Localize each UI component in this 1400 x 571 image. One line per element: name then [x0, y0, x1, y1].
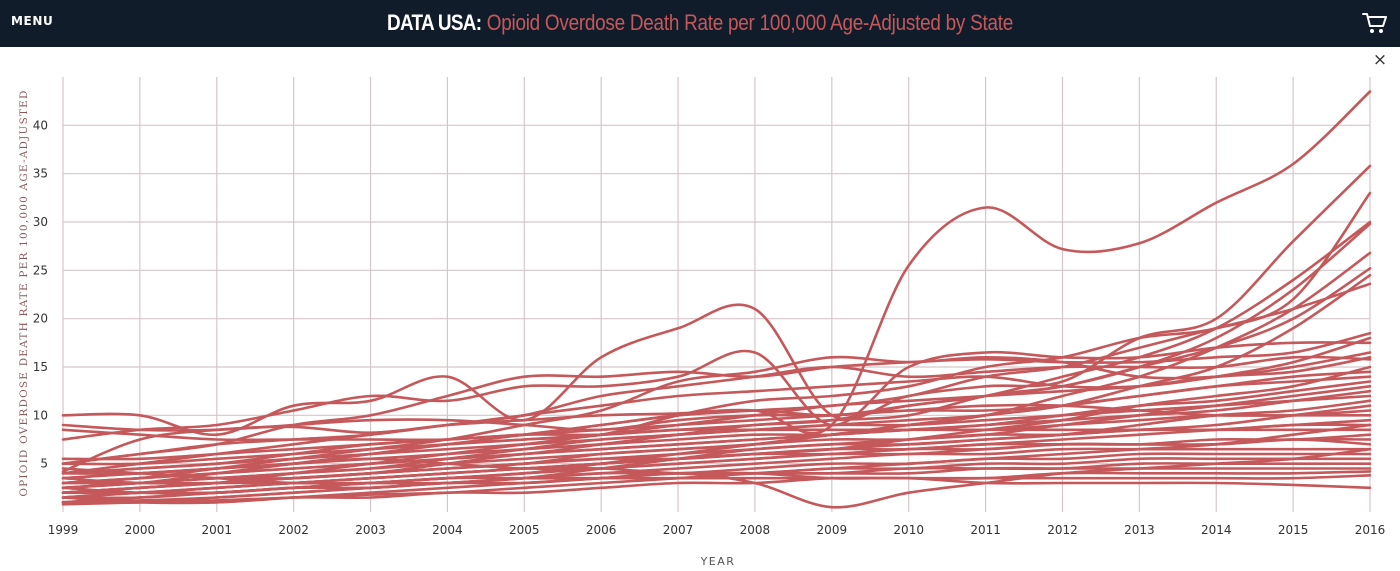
- brand-colon: :: [475, 10, 482, 35]
- x-tick-label: 2000: [125, 523, 156, 537]
- y-tick-label: 20: [33, 312, 48, 326]
- series-line-21[interactable]: [61, 389, 1372, 485]
- series-lines: [61, 90, 1372, 509]
- page-title: DATA USA: Opioid Overdose Death Rate per…: [98, 8, 1302, 38]
- series-line-26[interactable]: [61, 403, 1372, 461]
- x-tick-label: 2009: [817, 523, 848, 537]
- series-line-32[interactable]: [61, 438, 1372, 485]
- y-axis-label: OPIOID OVERDOSE DEATH RATE PER 100,000 A…: [18, 89, 30, 496]
- y-tick-label: 30: [33, 215, 48, 229]
- series-line-42[interactable]: [61, 423, 1372, 506]
- x-tick-label: 2014: [1201, 523, 1232, 537]
- x-tick-label: 2011: [970, 523, 1001, 537]
- x-tick-label: 2002: [278, 523, 309, 537]
- x-tick-label: 2001: [201, 523, 232, 537]
- close-button[interactable]: ×: [1372, 50, 1388, 70]
- x-tick-label: 2003: [355, 523, 386, 537]
- y-tick-label: 5: [40, 457, 48, 471]
- header-bar: MENU DATA USA: Opioid Overdose Death Rat…: [0, 0, 1400, 47]
- y-axis-ticks: 5 10 15 20 25 30 35 40: [33, 118, 48, 470]
- x-axis-ticks: 1999 2000 2001 2002 2003 2004 2005 2006 2007 2008…: [48, 523, 1386, 537]
- x-tick-label: 2015: [1278, 523, 1309, 537]
- series-line-10[interactable]: [61, 341, 1372, 441]
- y-tick-label: 25: [33, 263, 48, 277]
- y-tick-label: 10: [33, 408, 48, 422]
- series-line-2[interactable]: [61, 164, 1372, 437]
- y-tick-label: 40: [33, 118, 48, 132]
- series-line-39[interactable]: [61, 474, 1372, 495]
- x-tick-label: 2016: [1355, 523, 1386, 537]
- x-tick-label: 2004: [432, 523, 463, 537]
- x-axis-label: YEAR: [700, 555, 736, 568]
- x-tick-label: 2010: [893, 523, 924, 537]
- brand-logo[interactable]: DATA USA: [387, 10, 476, 35]
- series-line-18[interactable]: [61, 375, 1372, 432]
- x-tick-label: 2006: [586, 523, 617, 537]
- x-tick-label: 1999: [48, 523, 79, 537]
- shopping-cart-icon: [1362, 13, 1387, 33]
- x-tick-label: 2007: [663, 523, 694, 537]
- y-tick-label: 35: [33, 167, 48, 181]
- series-line-40[interactable]: [61, 457, 1372, 490]
- series-line-34[interactable]: [61, 452, 1372, 504]
- cart-button[interactable]: [1362, 11, 1388, 35]
- x-tick-label: 2013: [1124, 523, 1155, 537]
- chart-title: Opioid Overdose Death Rate per 100,000 A…: [486, 10, 1013, 35]
- x-tick-label: 2005: [509, 523, 540, 537]
- series-line-29[interactable]: [61, 428, 1372, 442]
- y-tick-label: 15: [33, 360, 48, 374]
- x-tick-label: 2008: [740, 523, 771, 537]
- line-chart: 1999 2000 2001 2002 2003 2004 2005 2006 2007 2008…: [18, 77, 1386, 568]
- menu-button[interactable]: MENU: [11, 14, 54, 28]
- x-tick-label: 2012: [1047, 523, 1078, 537]
